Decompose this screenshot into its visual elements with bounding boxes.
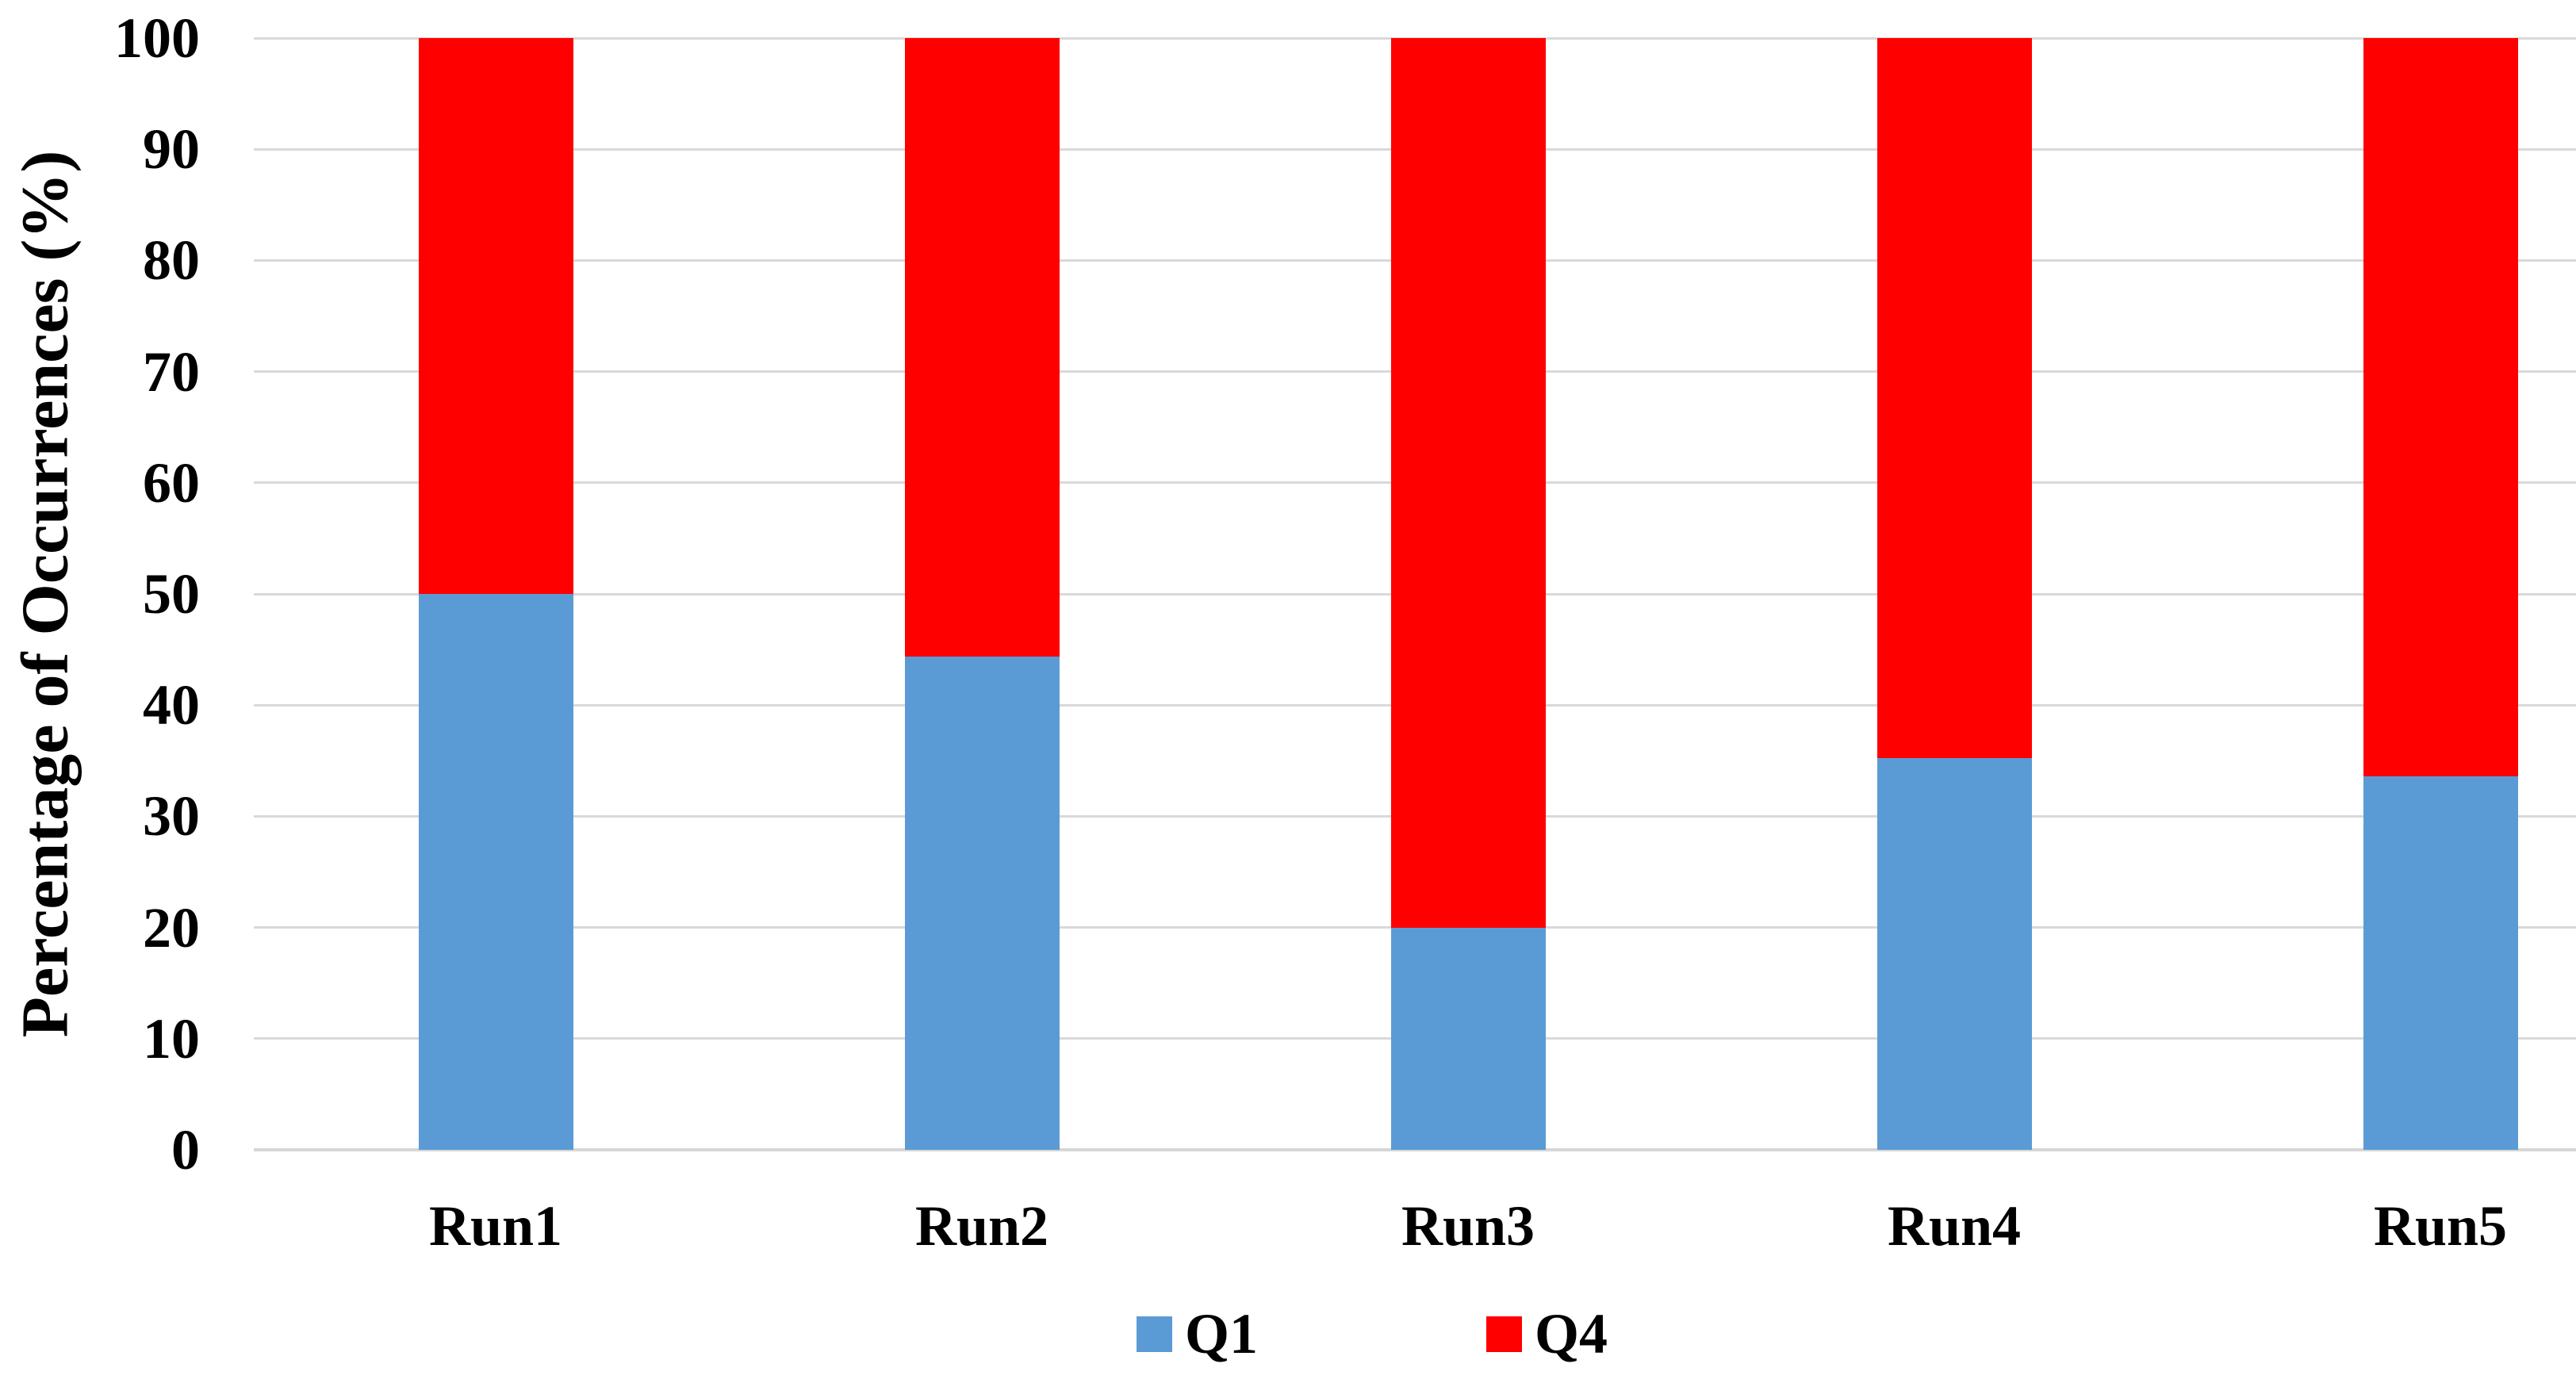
y-tick-label-100: 100: [114, 6, 200, 70]
x-tick-label-run2: Run2: [914, 1194, 1049, 1258]
legend-label-q4: Q4: [1535, 1302, 1608, 1366]
y-tick-label-60: 60: [143, 450, 200, 515]
bar-run2-q4-segment: [904, 38, 1060, 657]
x-tick-label-run3: Run3: [1401, 1194, 1535, 1258]
x-axis-line: [254, 1148, 2576, 1151]
y-tick-label-30: 30: [143, 784, 200, 848]
y-tick-label-80: 80: [143, 228, 200, 293]
bar-run1-q4-segment: [418, 38, 573, 594]
bar-run5: [2363, 38, 2518, 1150]
y-tick-label-50: 50: [143, 562, 200, 626]
y-tick-label-0: 0: [171, 1118, 200, 1182]
bar-run3: [1390, 38, 1546, 1150]
bar-run4-q4-segment: [1876, 38, 2032, 759]
bar-run2-q1-segment: [904, 656, 1060, 1150]
legend-swatch-q4-icon: [1486, 1316, 1523, 1352]
bar-run5-q1-segment: [2363, 776, 2518, 1150]
y-tick-label-90: 90: [143, 117, 200, 182]
y-tick-label-10: 10: [143, 1006, 200, 1071]
y-tick-label-70: 70: [143, 339, 200, 404]
x-tick-label-run1: Run1: [428, 1194, 563, 1258]
bar-run4: [1876, 38, 2032, 1150]
bar-run3-q4-segment: [1390, 38, 1546, 928]
bar-run2: [904, 38, 1060, 1150]
legend-item-q1: Q1: [1137, 1298, 1258, 1369]
x-tick-label-run5: Run5: [2373, 1194, 2508, 1258]
legend-label-q1: Q1: [1185, 1302, 1259, 1366]
bar-run1: [418, 38, 573, 1150]
bar-run4-q1-segment: [1876, 758, 2032, 1150]
legend-item-q4: Q4: [1486, 1298, 1608, 1369]
bar-run3-q1-segment: [1390, 927, 1546, 1150]
bar-run1-q1-segment: [418, 594, 573, 1150]
legend: Q1 Q4: [1137, 1298, 1608, 1369]
y-tick-label-40: 40: [143, 673, 200, 737]
legend-swatch-q1-icon: [1137, 1316, 1172, 1352]
y-tick-label-20: 20: [143, 895, 200, 960]
plot-area: [254, 36, 2576, 1151]
bar-run5-q4-segment: [2363, 38, 2518, 776]
x-tick-label-run4: Run4: [1887, 1194, 2022, 1258]
